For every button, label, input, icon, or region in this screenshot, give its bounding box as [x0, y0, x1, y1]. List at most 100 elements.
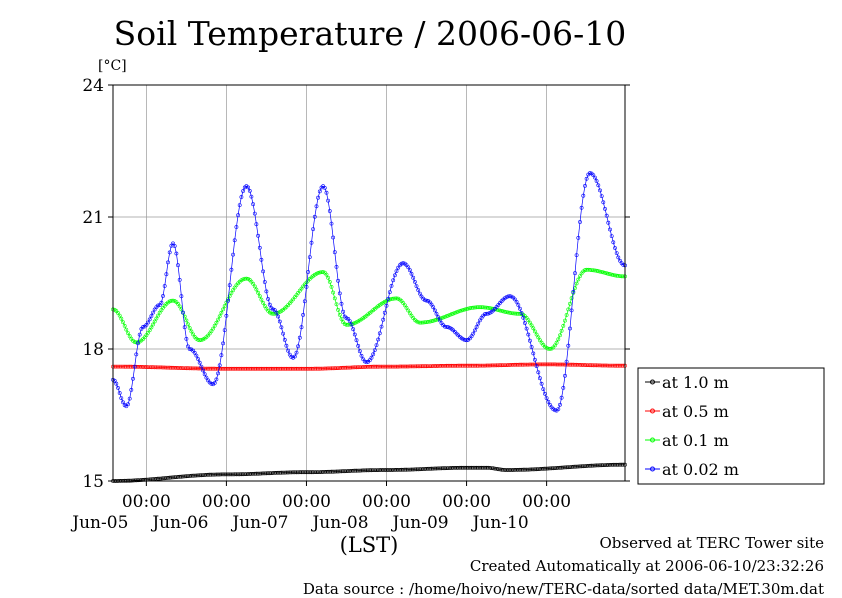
data-point	[394, 296, 399, 301]
data-point	[326, 275, 331, 280]
data-point	[192, 350, 197, 355]
data-point	[616, 255, 621, 260]
data-point	[301, 312, 306, 317]
data-point	[292, 354, 297, 359]
data-point	[201, 368, 206, 373]
data-point	[599, 270, 604, 274]
data-point	[202, 372, 207, 377]
data-point	[611, 273, 616, 277]
data-point	[189, 329, 194, 334]
x-axis-label: (LST)	[340, 533, 399, 557]
data-point	[471, 331, 476, 336]
legend-label: at 0.02 m	[662, 460, 739, 479]
data-point	[516, 303, 521, 307]
data-point	[603, 206, 607, 211]
data-point	[583, 183, 587, 188]
data-point	[172, 244, 177, 248]
data-point	[569, 308, 574, 313]
data-point	[372, 348, 377, 353]
data-point	[486, 311, 491, 316]
data-point	[147, 317, 152, 322]
data-point	[524, 326, 529, 331]
x-tick-date-label: Jun-07	[230, 513, 288, 533]
data-point	[181, 310, 185, 315]
data-point	[451, 311, 456, 316]
data-point	[197, 360, 202, 365]
data-point	[559, 395, 564, 400]
data-point	[222, 304, 227, 308]
x-tick-date-label: Jun-06	[150, 513, 208, 533]
data-point	[437, 318, 442, 323]
data-point	[214, 320, 219, 325]
data-point	[533, 329, 537, 334]
data-point	[406, 265, 411, 270]
data-point	[251, 281, 256, 286]
data-point	[221, 341, 226, 346]
data-point	[601, 270, 606, 275]
data-point	[324, 272, 329, 277]
data-point	[529, 345, 534, 349]
data-point	[157, 310, 162, 315]
data-point	[472, 328, 477, 333]
data-point	[614, 251, 619, 256]
x-tick-label: 00:00	[122, 492, 171, 512]
data-point	[461, 337, 466, 342]
data-point	[529, 323, 534, 328]
data-point	[457, 309, 462, 313]
data-point	[579, 205, 584, 210]
data-point	[548, 347, 552, 351]
plot-frame	[112, 84, 626, 482]
data-point	[266, 297, 271, 301]
data-point	[321, 270, 326, 274]
data-point	[241, 189, 246, 193]
series-1	[111, 462, 627, 483]
data-point	[386, 296, 391, 301]
data-point	[392, 273, 397, 278]
data-point	[231, 252, 236, 257]
data-point	[538, 376, 542, 381]
data-point	[121, 320, 125, 325]
data-point	[477, 318, 482, 323]
data-point	[332, 250, 337, 255]
data-point	[531, 351, 536, 356]
data-point	[212, 323, 217, 328]
data-point	[497, 308, 502, 313]
data-point	[568, 326, 572, 331]
data-point	[252, 211, 257, 216]
legend-marker	[650, 437, 655, 443]
data-point	[311, 227, 316, 232]
data-point	[337, 291, 342, 296]
data-point	[528, 338, 532, 343]
legend-marker	[650, 466, 655, 472]
data-point	[573, 271, 577, 276]
data-point	[226, 298, 231, 303]
data-point	[171, 241, 175, 246]
data-point	[147, 328, 152, 333]
data-point	[531, 326, 536, 331]
data-point	[329, 284, 334, 289]
data-point	[382, 310, 387, 315]
data-point	[504, 295, 509, 300]
data-point	[606, 220, 611, 225]
data-point	[598, 188, 602, 193]
data-point	[194, 353, 199, 358]
data-point	[146, 320, 150, 325]
data-point	[596, 183, 601, 188]
data-point	[352, 332, 357, 337]
footer-source: Data source : /home/hoivo/new/TERC-data/…	[302, 580, 824, 598]
data-point	[594, 179, 599, 183]
data-point	[234, 225, 239, 229]
data-point	[322, 185, 327, 190]
data-point	[591, 173, 596, 178]
data-point	[584, 176, 589, 181]
data-point	[384, 303, 389, 308]
data-point	[379, 324, 384, 329]
data-point	[261, 300, 266, 305]
data-point	[514, 299, 519, 304]
data-point	[404, 305, 409, 310]
data-point	[611, 240, 616, 245]
x-tick-date-label: Jun-08	[310, 513, 368, 533]
data-point	[217, 363, 222, 368]
data-point	[476, 321, 481, 326]
data-point	[484, 311, 489, 316]
